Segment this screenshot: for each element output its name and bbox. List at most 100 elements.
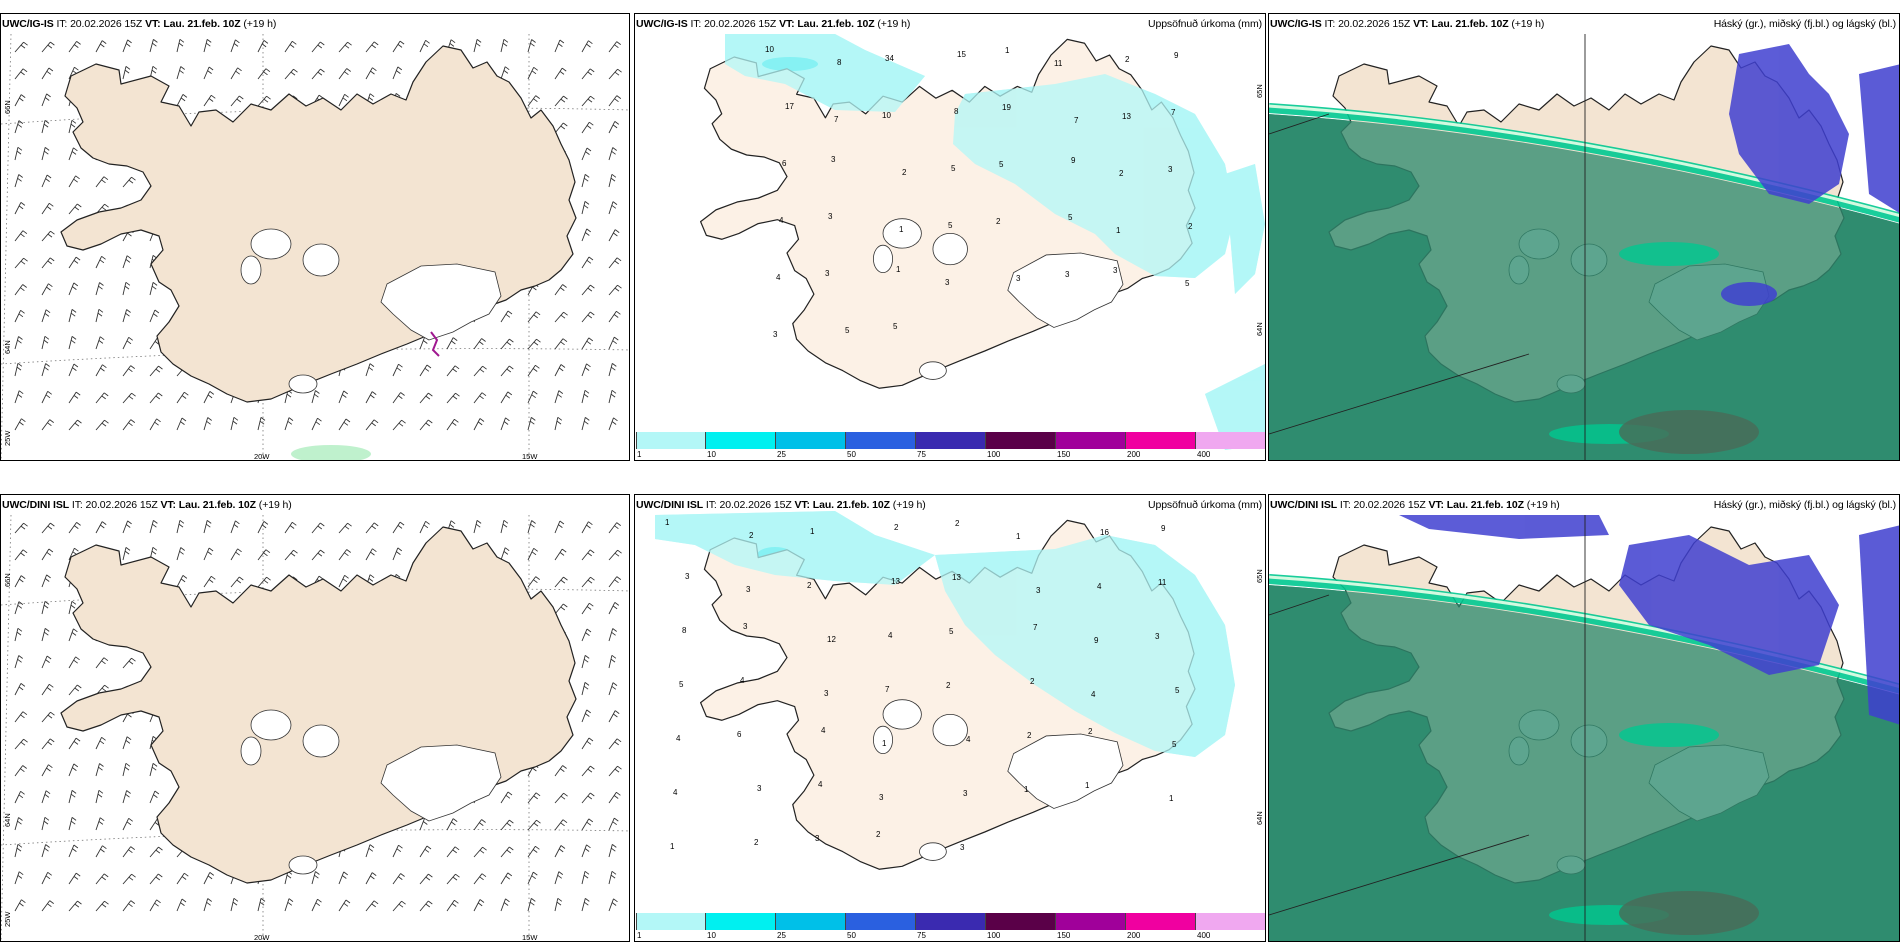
wind-barb [527, 390, 538, 404]
wind-barb [176, 519, 185, 534]
colorbar-swatch [1196, 913, 1265, 930]
precip-value: 2 [1125, 55, 1130, 64]
wind-barb [500, 519, 509, 534]
wind-barb [473, 846, 487, 858]
wind-barb [203, 417, 212, 431]
lat-label: 64N [1255, 811, 1264, 825]
wind-barb [500, 898, 510, 912]
wind-barb [581, 737, 594, 750]
wind-barb [419, 364, 432, 377]
wind-barb [554, 311, 568, 323]
wind-barb [95, 521, 107, 534]
wind-barb [41, 93, 51, 107]
wind-barb [527, 576, 540, 588]
wind-barb [41, 900, 54, 912]
wind-barb [527, 95, 540, 107]
wind-barb [338, 871, 348, 885]
wind-barb [14, 202, 26, 215]
wind-barb [581, 389, 590, 404]
wind-barb [176, 575, 188, 588]
wind-barb [122, 255, 132, 269]
precip-value: 2 [1088, 727, 1093, 736]
colorbar-tick-label: 200 [1127, 450, 1141, 459]
wind-barb [608, 229, 620, 242]
precip-area [1225, 164, 1265, 294]
wind-barb [527, 871, 538, 885]
wind-barb [122, 817, 133, 831]
wind-barb [581, 682, 590, 696]
wind-barb [554, 765, 567, 777]
wind-barb [68, 336, 77, 350]
wind-barb [365, 900, 379, 912]
wind-barb [527, 66, 538, 80]
glacier [1007, 252, 1124, 328]
precip-value: 3 [960, 843, 965, 852]
precip-value: 5 [845, 326, 850, 335]
glacier [302, 724, 340, 758]
magenta-contour [430, 331, 440, 357]
wind-barb [527, 338, 541, 350]
panel-title-right: Uppsöfnuð úrkoma (mm) [1147, 18, 1262, 30]
colorbar-tick-label: 400 [1197, 931, 1211, 940]
precip-value: 5 [951, 164, 956, 173]
precip-value: 6 [737, 730, 742, 739]
wind-barb [284, 40, 297, 53]
wind-barb [122, 176, 136, 188]
panel-title-right: Háský (gr.), miðský (fj.bl.) og lágský (… [1713, 499, 1896, 511]
precip-value: 3 [824, 689, 829, 698]
wind-barb [581, 709, 591, 723]
precip-value: 2 [996, 217, 1001, 226]
precip-panel-bottom: UWC/DINI ISL IT: 20.02.2026 15Z VT: Lau.… [634, 494, 1266, 942]
wind-barb [473, 418, 485, 431]
precip-value: 3 [746, 585, 751, 594]
wind-barb [446, 846, 460, 858]
wind-barb [338, 418, 351, 431]
wind-barb [581, 602, 594, 615]
precip-value: 19 [1002, 103, 1011, 112]
wind-barb [365, 419, 379, 431]
wind-barb [527, 792, 541, 804]
wind-barb [527, 417, 536, 431]
wind-barb [338, 574, 349, 588]
precip-value: 4 [673, 788, 678, 797]
wind-barb [608, 522, 621, 534]
glacier [250, 228, 292, 260]
wind-barb [122, 657, 136, 669]
wind-barb [95, 336, 105, 350]
colorbar-swatch [706, 913, 776, 930]
wind-barb [392, 363, 403, 377]
wind-barb [527, 39, 536, 53]
wind-barb [149, 899, 161, 912]
wind-barb [608, 95, 622, 107]
colorbar-swatch [1056, 913, 1126, 930]
precip-value: 2 [894, 523, 899, 532]
wind-barb [68, 656, 80, 669]
glacier [288, 855, 318, 875]
wind-barb [365, 67, 377, 80]
precip-value: 1 [810, 527, 815, 536]
precip-value: 5 [679, 680, 684, 689]
wind-barb [608, 417, 618, 431]
colorbar-tick-label: 50 [847, 931, 856, 940]
precip-value: 11 [1158, 578, 1167, 587]
wind-barb [608, 654, 617, 669]
wind-barb [14, 627, 23, 642]
wind-barb [95, 255, 106, 269]
wind-barb [554, 819, 568, 831]
wind-barb [122, 39, 132, 53]
wind-barb [446, 873, 460, 885]
wind-barb [446, 365, 460, 377]
green-patch [291, 445, 371, 460]
colorbar-tick-label: 400 [1197, 450, 1211, 459]
wind-barb [95, 364, 107, 377]
wind-barb [95, 392, 109, 404]
colorbar-tick-label: 1 [637, 450, 642, 459]
mid-cloud [1721, 44, 1899, 306]
precip-value: 16 [1100, 528, 1109, 537]
wind-barb [446, 418, 459, 431]
wind-barb [581, 898, 590, 912]
wind-barb [581, 549, 595, 561]
precip-value: 2 [946, 681, 951, 690]
glacier [288, 374, 318, 394]
